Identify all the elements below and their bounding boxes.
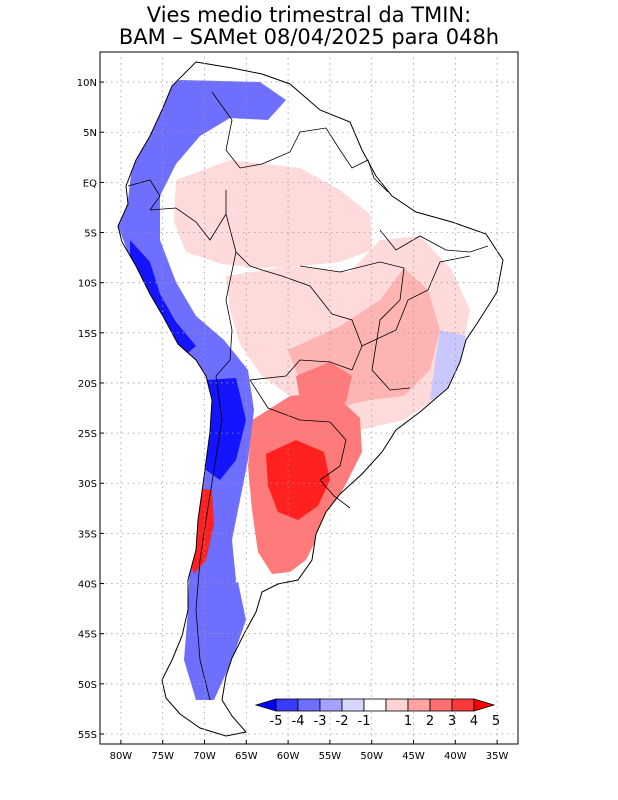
longitude-tick-label: 75W — [151, 751, 174, 762]
longitude-tick-label: 65W — [235, 751, 258, 762]
amazon-warm-bias-region — [174, 160, 372, 268]
border-brazil-peru — [225, 213, 283, 277]
colorbar-bin — [451, 698, 475, 712]
paraguay-strong-warm-bias — [296, 362, 352, 412]
longitude-tick-label: 35W — [486, 751, 509, 762]
latitude-tick-label: EQ — [83, 178, 97, 189]
colorbar-label: -1 — [358, 714, 371, 729]
colorbar-high-arrow — [473, 698, 496, 712]
colorbar-label: -5 — [270, 714, 283, 729]
colorbar-label: 1 — [404, 714, 412, 729]
colorbar: -5 -4 -3 -2 -1 1 2 3 4 5 — [254, 698, 500, 729]
latitude-tick-label: 10N — [77, 78, 97, 89]
colorbar-bin — [275, 698, 299, 712]
longitude-tick-label: 70W — [193, 751, 216, 762]
border-argentina-brazil — [319, 421, 347, 481]
latitude-tick-label: 25S — [78, 429, 97, 440]
latitude-tick-label: 30S — [78, 479, 97, 490]
la-plata-strong-warm-bias — [266, 440, 330, 520]
colorbar-label: 3 — [448, 714, 456, 729]
border-brazil-states — [361, 255, 471, 347]
latitude-tick-label: 5N — [83, 128, 97, 139]
colorbar-label: -2 — [336, 714, 349, 729]
border-brazil-states-3 — [379, 229, 489, 253]
colorbar-label: 4 — [470, 714, 478, 729]
latitude-tick-label: 5S — [84, 229, 97, 240]
patagonia-cold-bias-region — [200, 582, 246, 660]
colorbar-bin — [429, 698, 453, 712]
colombia-cold-bias-region — [200, 84, 282, 116]
colorbar-bin — [385, 698, 409, 712]
border-uruguay — [319, 479, 351, 509]
lat-lon-grid — [100, 52, 518, 744]
longitude-tick-label: 40W — [444, 751, 467, 762]
latitude-axis: 10N 5N EQ 5S 10S 15S 20S 25S 30S 35S 40S 45S 50S 55S — [77, 78, 104, 741]
pacific-coast-strong-cold-bias — [206, 378, 246, 480]
latitude-tick-label: 55S — [78, 730, 97, 741]
border-guianas — [339, 149, 389, 193]
border-argentina-chile — [195, 375, 223, 701]
colorbar-bin — [319, 698, 343, 712]
south-america-coastline — [117, 61, 504, 737]
colorbar-label: -3 — [314, 714, 327, 729]
andes-cold-bias-region — [118, 80, 286, 700]
east-coast-cold-bias-region — [430, 330, 466, 400]
latitude-tick-label: 35S — [78, 529, 97, 540]
border-bolivia-paraguay — [249, 359, 353, 381]
border-colombia-venezuela — [211, 91, 263, 169]
latitude-tick-label: 45S — [78, 630, 97, 641]
border-venezuela-brazil — [261, 127, 341, 165]
border-argentina-paraguay — [249, 379, 331, 423]
border-ecuador — [127, 179, 161, 211]
latitude-tick-label: 50S — [78, 680, 97, 691]
country-borders — [127, 91, 489, 701]
colorbar-label: 5 — [492, 714, 500, 729]
colorbar-bin — [297, 698, 321, 712]
longitude-tick-label: 55W — [319, 751, 342, 762]
border-colombia-peru — [149, 190, 227, 241]
longitude-axis: 80W 75W 70W 65W 60W 55W 50W 45W 40W 35W — [110, 740, 509, 762]
longitude-tick-label: 80W — [110, 751, 133, 762]
longitude-tick-label: 60W — [277, 751, 300, 762]
map-title-line-2: BAM – SAMet 08/04/2025 para 048h — [118, 25, 500, 49]
colorbar-bin — [407, 698, 431, 712]
latitude-tick-label: 15S — [78, 329, 97, 340]
border-brazil-bolivia — [281, 275, 363, 371]
map-title-line-1: Vies medio trimestral da TMIN: — [146, 3, 472, 27]
border-brazil-states-2 — [299, 261, 411, 391]
colorbar-bin — [341, 698, 365, 712]
colorbar-bin — [363, 698, 387, 712]
longitude-tick-label: 50W — [360, 751, 383, 762]
border-peru-bolivia — [215, 251, 237, 377]
latitude-tick-label: 10S — [78, 279, 97, 290]
peru-strong-cold-bias — [130, 240, 196, 356]
colorbar-label: -4 — [292, 714, 305, 729]
latitude-tick-label: 20S — [78, 379, 97, 390]
longitude-tick-label: 45W — [402, 751, 425, 762]
latitude-tick-label: 40S — [78, 580, 97, 591]
colorbar-label: 2 — [426, 714, 434, 729]
